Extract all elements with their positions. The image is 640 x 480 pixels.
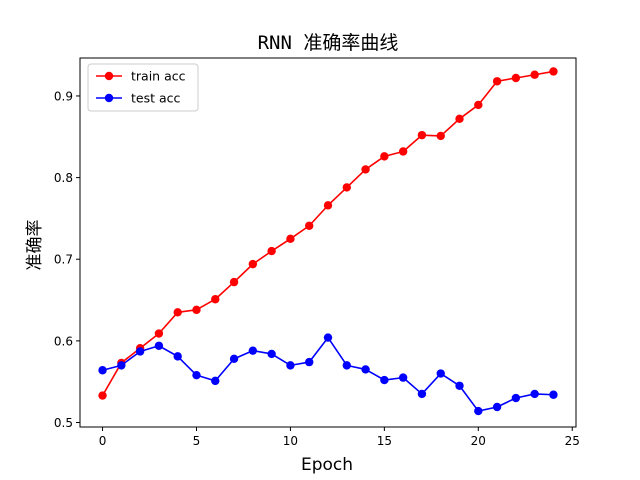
- y-axis-ticks: 0.5 0.6 0.7 0.8 0.9: [54, 89, 80, 430]
- data-point: [229, 354, 239, 364]
- data-point: [361, 365, 370, 374]
- data-point: [192, 370, 201, 380]
- data-point: [549, 67, 558, 76]
- data-point: [117, 361, 126, 370]
- y-tick-label: 0.5: [54, 416, 73, 430]
- legend-label: test acc: [131, 91, 181, 106]
- legend: train acc test acc: [87, 63, 199, 112]
- x-tick-label: 20: [471, 434, 486, 448]
- series-line: [102, 336, 554, 412]
- data-point: [154, 329, 164, 338]
- data-point: [211, 295, 220, 304]
- x-axis-label: Epoch: [301, 455, 353, 475]
- x-tick-label: 15: [377, 434, 392, 448]
- x-tick-label: 10: [283, 434, 298, 448]
- data-point: [380, 152, 389, 161]
- legend-marker: [104, 93, 114, 103]
- y-axis-label: 准确率: [25, 220, 45, 271]
- data-point: [173, 352, 182, 361]
- data-point: [286, 361, 295, 370]
- data-point: [530, 389, 539, 399]
- x-tick-label: 0: [99, 434, 107, 448]
- x-axis-ticks: 0 5 10 15 20 25: [99, 427, 580, 448]
- data-point: [248, 346, 258, 355]
- series-line: [101, 70, 554, 396]
- y-tick-label: 0.7: [54, 253, 73, 267]
- data-point: [511, 73, 521, 83]
- data-point: [154, 341, 164, 350]
- data-point: [342, 183, 351, 192]
- data-point: [436, 369, 445, 378]
- data-point: [286, 234, 295, 244]
- data-point: [361, 165, 370, 174]
- data-point: [98, 391, 107, 400]
- data-point: [492, 77, 502, 86]
- data-point: [398, 373, 408, 382]
- data-point: [267, 349, 276, 359]
- data-point: [342, 361, 351, 370]
- series-layer: [98, 67, 558, 416]
- data-point: [417, 130, 427, 140]
- data-point: [455, 114, 464, 124]
- plot-area: [79, 57, 577, 428]
- data-point: [511, 393, 521, 403]
- data-point: [267, 246, 276, 256]
- x-tick-label: 25: [565, 434, 580, 448]
- series-1: [98, 333, 558, 416]
- legend-marker: [104, 71, 114, 81]
- data-point: [474, 406, 483, 416]
- y-tick-label: 0.6: [54, 334, 73, 348]
- data-point: [192, 305, 201, 315]
- data-point: [530, 70, 539, 79]
- plot-frame: [79, 57, 577, 428]
- data-point: [229, 277, 239, 287]
- data-point: [436, 131, 445, 141]
- data-point: [305, 357, 314, 367]
- data-point: [248, 259, 258, 269]
- data-point: [98, 366, 107, 375]
- data-point: [398, 147, 408, 156]
- y-tick-label: 0.8: [54, 171, 73, 185]
- data-point: [492, 402, 502, 412]
- data-point: [323, 201, 333, 210]
- data-point: [380, 375, 389, 385]
- data-point: [173, 308, 182, 317]
- data-point: [417, 389, 427, 399]
- data-point: [455, 381, 464, 390]
- data-point: [211, 376, 220, 386]
- data-point: [323, 333, 333, 342]
- x-tick-label: 5: [193, 434, 201, 448]
- data-point: [305, 221, 314, 230]
- data-point: [474, 100, 483, 110]
- chart-title: RNN 准确率曲线: [258, 32, 399, 54]
- y-tick-label: 0.9: [54, 89, 73, 103]
- data-point: [135, 347, 145, 356]
- legend-label: train acc: [131, 69, 186, 84]
- data-point: [549, 390, 558, 399]
